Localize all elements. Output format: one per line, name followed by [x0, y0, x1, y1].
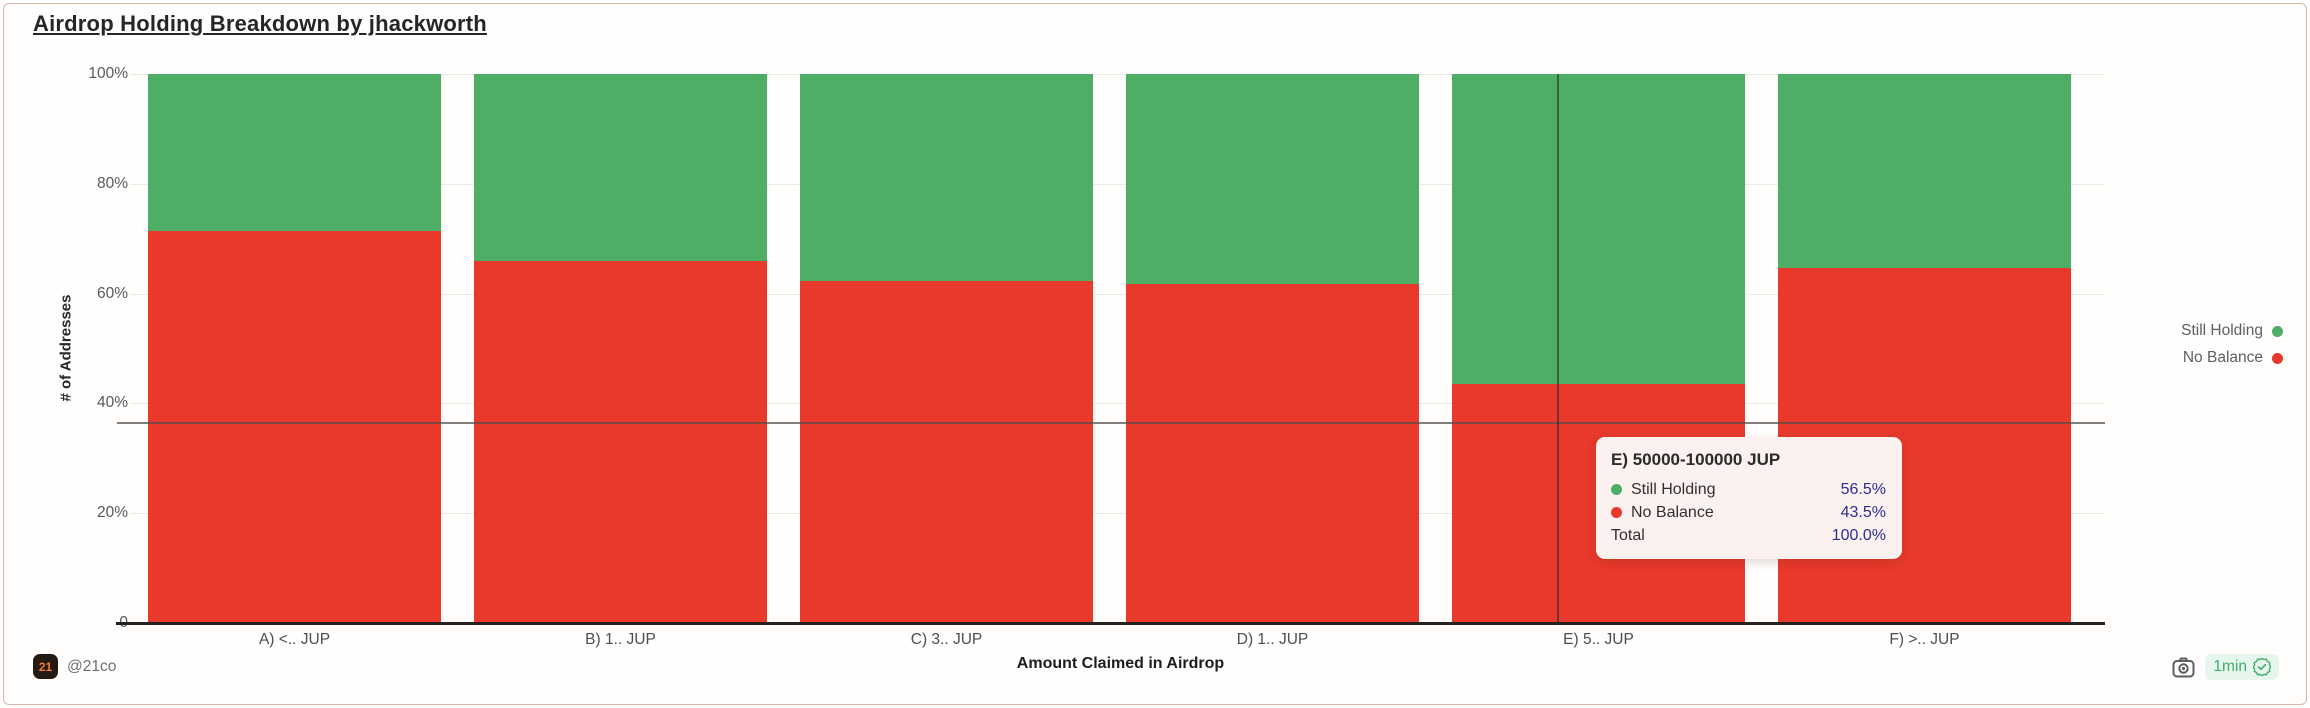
stacked-bar-c[interactable] — [800, 74, 1093, 623]
y-axis-ticks: 100%80%60%40%20%0 — [30, 65, 128, 631]
hover-tooltip: E) 50000-100000 JUP Still Holding 56.5% No… — [1596, 437, 1902, 559]
tooltip-row-total: Total 100.0% — [1611, 524, 1886, 547]
crosshair-horizontal — [117, 422, 2105, 424]
bar-segment-still-holding[interactable] — [1778, 74, 2071, 268]
y-tick-label: 80% — [96, 174, 128, 192]
y-axis-title: # of Addresses — [57, 294, 75, 402]
crosshair-vertical — [1557, 74, 1559, 623]
x-tick-label: D) 1.. JUP — [1236, 631, 1309, 648]
bar-segment-no-balance[interactable] — [148, 231, 441, 623]
bar-segment-still-holding[interactable] — [474, 74, 767, 261]
tooltip-row-label: No Balance — [1611, 501, 1714, 524]
legend-item-still-holding[interactable]: Still Holding — [2181, 322, 2283, 340]
x-tick-label: B) 1.. JUP — [585, 631, 656, 648]
legend-label: No Balance — [2182, 349, 2263, 366]
tooltip-row-label: Total — [1611, 527, 1645, 544]
watermark-handle: @21co — [67, 657, 117, 675]
chart-title: Airdrop Holding Breakdown by jhackworth — [33, 11, 487, 36]
tooltip-title: E) 50000-100000 JUP — [1611, 450, 1781, 469]
x-tick-label: A) <.. JUP — [258, 631, 331, 648]
tooltip-dot-icon — [1611, 484, 1622, 495]
watermark: 21 @21co — [33, 654, 116, 679]
plot-area[interactable]: E) 50000-100000 JUP Still Holding 56.5% No… — [116, 74, 2105, 625]
21co-logo-icon: 21 — [33, 654, 58, 679]
gridline — [130, 403, 2105, 405]
y-tick-label: 40% — [96, 394, 128, 412]
stacked-bar-d[interactable] — [1126, 74, 1419, 623]
x-tick-label: E) 5.. JUP — [1563, 631, 1634, 648]
gridline — [130, 293, 2105, 295]
camera-icon[interactable] — [2172, 657, 2195, 678]
x-axis-ticks: A) <.. JUP B) 1.. JUP C) 3.. JUP D) 1.. JUP… — [136, 631, 2105, 653]
tooltip-row-value: 100.0% — [1831, 527, 1886, 544]
bar-segment-no-balance[interactable] — [800, 280, 1093, 623]
tooltip-row-value: 43.5% — [1840, 504, 1886, 521]
refresh-badge-text: 1min — [2213, 658, 2247, 675]
gridline — [130, 513, 2105, 515]
legend-label: Still Holding — [2181, 322, 2263, 339]
gridline — [130, 183, 2105, 185]
tooltip-row-value: 56.5% — [1840, 481, 1886, 498]
bar-segment-still-holding[interactable] — [1452, 74, 1745, 385]
stacked-bar-f[interactable] — [1778, 74, 2071, 623]
x-axis-line — [116, 622, 2105, 625]
bar-segment-no-balance[interactable] — [1126, 284, 1419, 623]
y-tick-label: 60% — [96, 284, 128, 302]
tooltip-row-label: Still Holding — [1611, 478, 1715, 501]
y-tick-label: 100% — [88, 65, 128, 82]
tooltip-dot-icon — [1611, 507, 1622, 518]
refresh-badge[interactable]: 1min — [2205, 654, 2279, 680]
footer-right: 1min — [2172, 654, 2279, 680]
bar-segment-still-holding[interactable] — [1126, 74, 1419, 285]
gridline — [130, 74, 2105, 75]
tooltip-row-still-holding: Still Holding 56.5% — [1611, 478, 1886, 501]
legend-dot-icon — [2272, 325, 2283, 337]
x-tick-label: C) 3.. JUP — [910, 631, 983, 648]
legend-dot-icon — [2272, 352, 2283, 364]
verified-check-icon — [2253, 658, 2271, 676]
bar-segment-still-holding[interactable] — [800, 74, 1093, 281]
tooltip-rows: Still Holding 56.5% No Balance 43.5% Total 10… — [1611, 478, 1886, 547]
stacked-bar-b[interactable] — [474, 74, 767, 623]
x-tick-label: F) >.. JUP — [1889, 631, 1960, 648]
y-tick-label: 20% — [96, 504, 128, 522]
legend-item-no-balance[interactable]: No Balance — [2183, 349, 2283, 367]
tooltip-row-no-balance: No Balance 43.5% — [1611, 501, 1886, 524]
x-axis-title: Amount Claimed in Airdrop — [1016, 655, 1225, 672]
legend: Still Holding No Balance — [2181, 322, 2283, 367]
bar-segment-still-holding[interactable] — [148, 74, 441, 231]
bar-segment-no-balance[interactable] — [474, 260, 767, 623]
stacked-bar-a[interactable] — [148, 74, 441, 623]
